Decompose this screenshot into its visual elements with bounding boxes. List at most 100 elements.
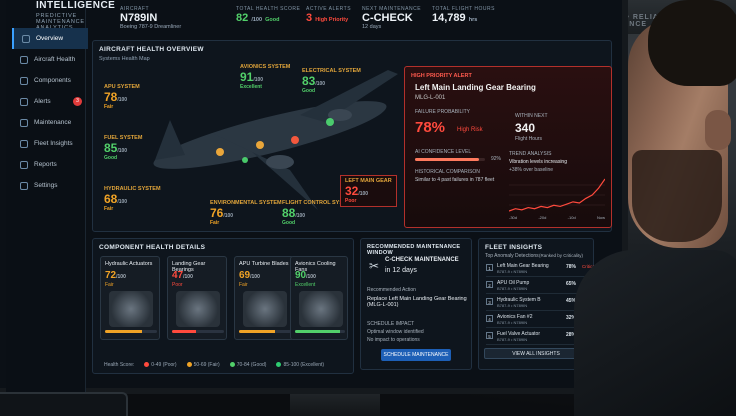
system-fuel[interactable]: FUEL SYSTEM 85/100 Good <box>104 135 142 161</box>
system-status: Fair <box>210 220 220 226</box>
impact-label: SCHEDULE IMPACT <box>367 321 415 327</box>
card-status: Poor <box>172 282 183 288</box>
health-unit: /100 <box>251 17 263 23</box>
system-status: Poor <box>345 198 357 204</box>
person-ear <box>705 110 731 150</box>
legend-fair: 50-69 (Fair) <box>186 362 220 368</box>
card-bar-fill <box>105 330 143 333</box>
system-electrical[interactable]: ELECTRICAL SYSTEM 83/100 Good <box>302 68 361 94</box>
stat-label: TOTAL HEALTH SCORE <box>236 6 301 12</box>
prob-label: FAILURE PROBABILITY <box>415 109 471 115</box>
system-environmental[interactable]: ENVIRONMENTAL SYSTEM 76/100 Fair <box>210 200 282 226</box>
legend-title: Health Score: <box>104 362 135 368</box>
legend-label: 70-84 (Good) <box>236 362 267 368</box>
brand-title: INTELLIGENCE <box>36 0 116 11</box>
fleet-subtitle: Top Anomaly Detections <box>485 253 539 259</box>
card-title: Avionics Cooling Fans <box>295 261 336 273</box>
sidebar-item-aircraft-health[interactable]: Aircraft Health <box>12 49 88 70</box>
system-name: AVIONICS SYSTEM <box>240 64 291 70</box>
rank: 3 <box>486 298 493 305</box>
anomaly-name: Avionics Fan #2 <box>497 314 533 320</box>
system-left-main-gear[interactable]: LEFT MAIN GEAR 32/100 Poor <box>340 175 397 207</box>
trend-tick: -10d <box>567 215 576 220</box>
anomaly-name: APU Oil Pump <box>497 280 530 286</box>
system-name: LEFT MAIN GEAR <box>345 178 392 184</box>
component-card-avionics-fans[interactable]: Avionics Cooling Fans 90/100 Excellent <box>290 256 348 340</box>
anomaly-sub: B787-9 • N789IN <box>497 303 528 308</box>
trend-chart <box>509 178 605 212</box>
anomaly-pct: 32% <box>566 315 577 321</box>
system-avionics[interactable]: AVIONICS SYSTEM 91/100 Excellent <box>240 64 290 90</box>
prob-value: 78% <box>415 119 446 136</box>
sidebar-item-alerts[interactable]: Alerts 3 <box>12 91 88 112</box>
card-status: Fair <box>239 282 248 288</box>
component-card-landing-gear[interactable]: Landing Gear Bearings 47/100 Poor <box>167 256 227 340</box>
fan-image <box>299 291 343 327</box>
alerts-badge: 3 <box>73 97 82 106</box>
stat-label: NEXT MAINTENANCE <box>362 6 422 12</box>
anomaly-name: Hydraulic System B <box>497 297 541 303</box>
sidebar: INTELLIGENCE PREDICTIVE MAINTENANCE ANAL… <box>6 0 115 394</box>
system-flight-control[interactable]: FLIGHT CONTROL SYSTEM 88/100 Good <box>282 200 355 226</box>
card-bar-fill <box>239 330 275 333</box>
card-value: 47 <box>172 270 184 281</box>
sidebar-item-label: Reports <box>34 161 57 168</box>
trend-tick: -30d <box>509 215 518 220</box>
trend-sub: +38% over baseline <box>509 167 554 173</box>
legend-label: 85-100 (Excellent) <box>283 362 325 368</box>
sidebar-item-overview[interactable]: Overview <box>12 28 88 49</box>
system-name: ENVIRONMENTAL SYSTEM <box>210 200 282 206</box>
sidebar-item-label: Maintenance <box>34 119 72 126</box>
anomaly-pct: 65% <box>566 281 577 287</box>
confidence-value: 92% <box>491 156 502 162</box>
anomaly-risk: Critical <box>582 264 596 269</box>
high-priority-alert[interactable]: HIGH PRIORITY ALERT Left Main Landing Ge… <box>404 66 612 228</box>
maintenance-window: RECOMMENDED MAINTENANCE WINDOW ✂ C-CHECK… <box>360 238 472 370</box>
sidebar-item-fleet-insights[interactable]: Fleet Insights <box>12 133 88 154</box>
monitor-screen: INTELLIGENCE PREDICTIVE MAINTENANCE ANAL… <box>6 0 612 394</box>
legend-dot <box>229 362 235 368</box>
stat-alerts: ACTIVE ALERTS 3 High Priority <box>306 6 351 36</box>
next-maintenance: C-CHECK <box>362 12 413 24</box>
schedule-maintenance-button[interactable]: SCHEDULE MAINTENANCE <box>381 349 451 361</box>
sidebar-item-settings[interactable]: Settings <box>12 175 88 196</box>
list-item[interactable]: 1 Left Main Gear Bearing B787-9 • N789IN 78… <box>486 262 596 277</box>
rank: 5 <box>486 332 493 339</box>
legend-good: 70-84 (Good) <box>229 362 267 368</box>
view-all-insights-button[interactable]: VIEW ALL INSIGHTS <box>484 348 588 359</box>
historical-label: HISTORICAL COMPARISON <box>415 169 480 175</box>
card-bar-fill <box>295 330 340 333</box>
confidence-bar <box>415 158 485 161</box>
system-apu[interactable]: APU SYSTEM 78/100 Fair <box>104 84 140 110</box>
trend-axis: -30d -20d -10d Now <box>509 215 605 220</box>
stat-flight-hours: TOTAL FLIGHT HOURS 14,789 hrs <box>432 6 495 36</box>
system-unit: /100 <box>117 199 128 205</box>
cube-icon <box>20 76 28 85</box>
anomaly-pct: 28% <box>566 332 577 338</box>
trend-text: Vibration levels increasing <box>509 159 567 165</box>
system-status: Good <box>104 155 118 161</box>
component-card-hydraulic[interactable]: Hydraulic Actuators 72/100 Fair <box>100 256 160 340</box>
sidebar-item-components[interactable]: Components <box>12 70 88 91</box>
rank: 1 <box>486 264 493 271</box>
sidebar-item-maintenance[interactable]: Maintenance <box>12 112 88 133</box>
check-title: C-CHECK MAINTENANCE <box>385 257 459 263</box>
sidebar-item-reports[interactable]: Reports <box>12 154 88 175</box>
system-name: ELECTRICAL SYSTEM <box>302 68 361 74</box>
card-title: APU Turbine Blades <box>239 261 289 267</box>
system-hydraulic[interactable]: HYDRAULIC SYSTEM 68/100 Fair <box>104 186 161 212</box>
component-card-apu-turbine[interactable]: APU Turbine Blades 69/100 Fair <box>234 256 294 340</box>
health-status: Good <box>265 17 280 23</box>
turbine-image <box>243 291 287 327</box>
system-score: 88 <box>282 206 296 220</box>
system-status: Good <box>302 88 316 94</box>
legend-label: 50-69 (Fair) <box>193 362 220 368</box>
stat-label: ACTIVE ALERTS <box>306 6 352 12</box>
card-bar-fill <box>172 330 197 333</box>
trend-tick: Now <box>596 215 605 220</box>
stat-aircraft: AIRCRAFT N789IN Boeing 787-9 Dreamliner <box>120 6 181 36</box>
anomaly-sub: B787-9 • N789IN <box>497 286 528 291</box>
flight-hours: 14,789 <box>432 12 466 24</box>
card-value: 90 <box>295 270 307 281</box>
